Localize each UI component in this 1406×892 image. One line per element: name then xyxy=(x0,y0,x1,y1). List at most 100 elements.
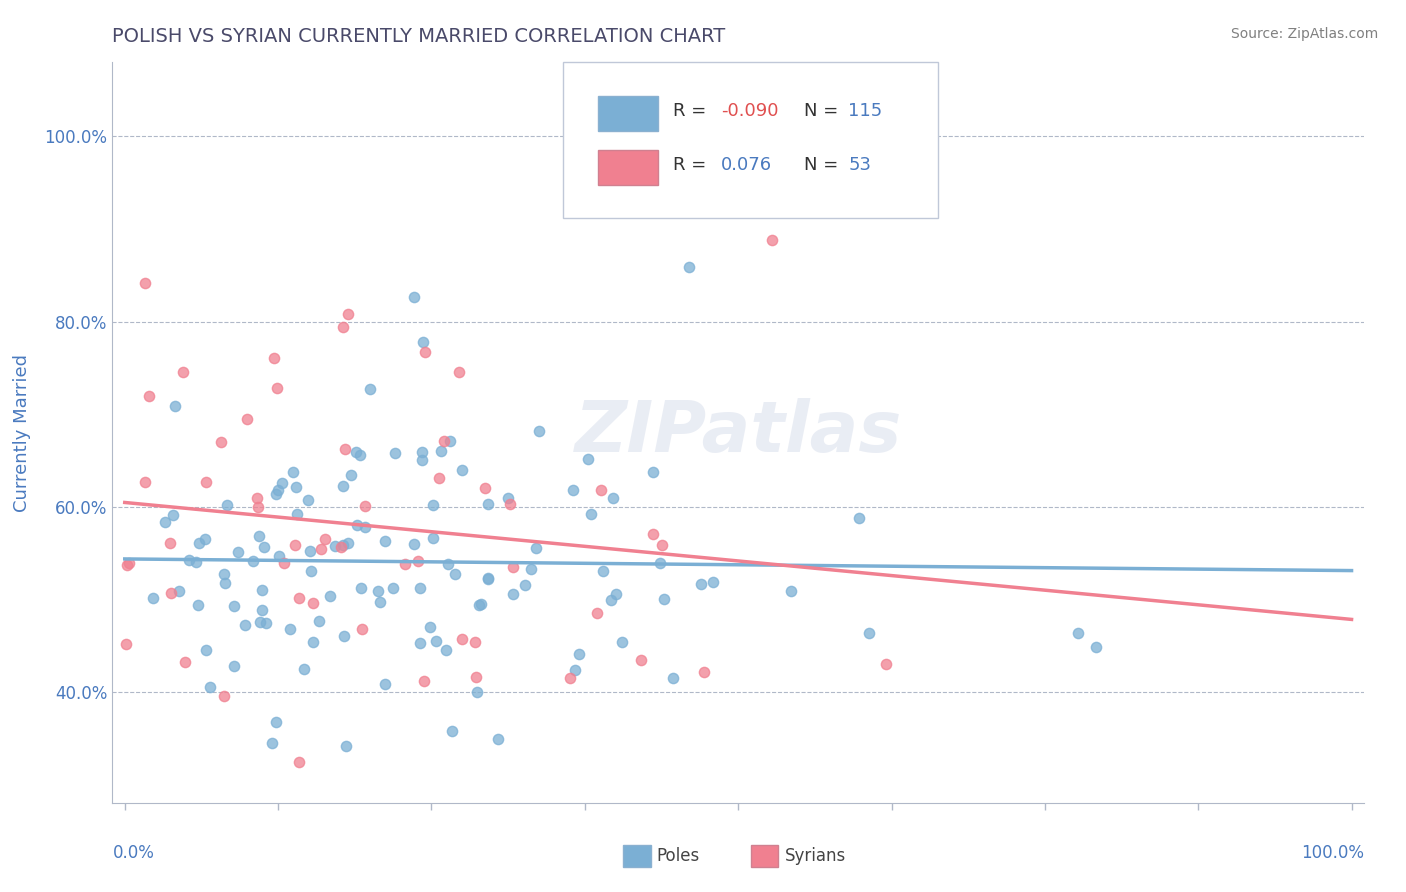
Point xyxy=(118,556,141,570)
Text: Source: ZipAtlas.com: Source: ZipAtlas.com xyxy=(1230,27,1378,41)
Point xyxy=(337,307,360,321)
Point xyxy=(477,497,499,511)
Text: 0.0%: 0.0% xyxy=(112,844,155,862)
Point xyxy=(236,411,259,425)
Point xyxy=(247,529,270,543)
Point xyxy=(264,715,287,730)
Point xyxy=(651,538,673,552)
Point xyxy=(404,290,426,304)
Point xyxy=(271,476,294,491)
Point xyxy=(281,465,304,479)
Point xyxy=(155,515,177,529)
Point xyxy=(212,567,235,582)
Point xyxy=(427,471,450,485)
Point xyxy=(394,558,416,572)
Point xyxy=(564,663,586,677)
Point xyxy=(253,540,276,554)
Point xyxy=(408,635,430,649)
Point xyxy=(187,599,209,613)
Point xyxy=(200,681,222,695)
Point xyxy=(215,498,238,512)
Point xyxy=(568,647,591,661)
Point xyxy=(529,424,551,438)
Point xyxy=(194,532,217,546)
Point xyxy=(451,463,474,477)
Point xyxy=(233,618,256,632)
Point xyxy=(384,446,406,460)
Point xyxy=(186,555,208,569)
Point xyxy=(297,492,319,507)
Point xyxy=(162,508,184,522)
Point xyxy=(430,443,453,458)
Point xyxy=(558,671,581,685)
Point xyxy=(450,632,472,646)
Point xyxy=(333,629,356,643)
Bar xyxy=(751,845,778,867)
Point xyxy=(447,366,470,380)
Point xyxy=(174,655,197,669)
Point xyxy=(114,637,136,651)
Point xyxy=(134,475,156,489)
Bar xyxy=(598,95,658,131)
Point xyxy=(1067,625,1090,640)
Point xyxy=(212,689,235,703)
Point xyxy=(359,383,381,397)
Text: N =: N = xyxy=(804,102,845,120)
Point xyxy=(581,508,603,522)
Point xyxy=(350,581,373,595)
Point xyxy=(194,475,217,490)
Point xyxy=(437,557,460,571)
Point xyxy=(499,497,522,511)
Point xyxy=(432,434,454,448)
Point xyxy=(142,591,165,605)
Point xyxy=(464,635,486,649)
Point xyxy=(422,531,444,545)
Point xyxy=(662,671,685,685)
Point xyxy=(589,483,612,497)
Point xyxy=(643,466,665,480)
Point xyxy=(344,445,367,459)
Point xyxy=(702,575,724,590)
Text: N =: N = xyxy=(804,155,845,174)
Point xyxy=(600,593,623,607)
Point xyxy=(474,481,496,495)
Point xyxy=(412,334,434,349)
Point xyxy=(367,583,389,598)
Point xyxy=(502,560,524,574)
Point xyxy=(408,554,430,568)
Text: R =: R = xyxy=(673,155,711,174)
Point xyxy=(247,500,270,515)
Point xyxy=(690,577,713,591)
Point xyxy=(226,545,249,559)
Point xyxy=(693,665,716,679)
Text: Poles: Poles xyxy=(657,847,700,865)
Point xyxy=(138,388,160,402)
Point xyxy=(678,260,700,274)
Point xyxy=(858,626,880,640)
Point xyxy=(502,587,524,601)
Point xyxy=(187,535,209,549)
Point xyxy=(350,622,373,636)
Point xyxy=(349,448,371,462)
Point xyxy=(524,541,547,556)
Y-axis label: Currently Married: Currently Married xyxy=(13,353,31,512)
Point xyxy=(643,527,665,541)
Point xyxy=(285,480,308,494)
Point xyxy=(287,756,309,770)
Text: ZIPatlas: ZIPatlas xyxy=(575,398,901,467)
Point xyxy=(411,453,433,467)
Point xyxy=(470,597,492,611)
Text: 0.076: 0.076 xyxy=(721,155,772,174)
Point xyxy=(374,677,396,691)
Point xyxy=(339,468,361,483)
Point xyxy=(209,434,232,449)
Point xyxy=(409,581,432,595)
Point xyxy=(425,633,447,648)
Point xyxy=(335,442,357,456)
Point xyxy=(224,599,246,614)
Point xyxy=(486,731,509,746)
Point xyxy=(477,571,499,585)
Point xyxy=(875,657,897,671)
Point xyxy=(267,483,290,497)
FancyBboxPatch shape xyxy=(562,62,938,218)
